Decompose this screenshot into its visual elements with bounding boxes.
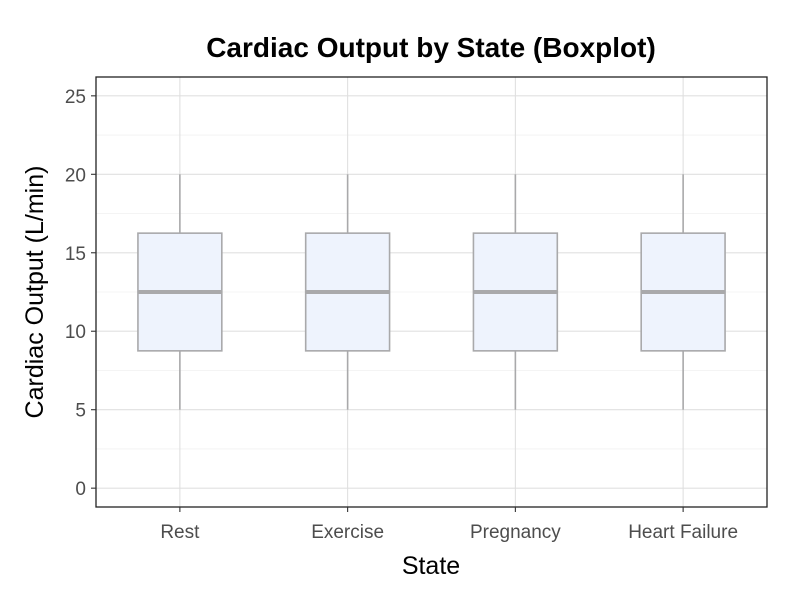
- box-heart-failure: [640, 174, 726, 410]
- x-axis-title: State: [402, 552, 460, 580]
- x-axis: Rest Exercise Pregnancy Heart Failure: [160, 507, 738, 543]
- y-axis-title: Cardiac Output (L/min): [21, 166, 49, 419]
- x-tick-label: Heart Failure: [628, 522, 738, 543]
- box-exercise: [304, 174, 391, 410]
- y-axis: 0 5 10 15 20 25: [65, 87, 96, 500]
- box-pregnancy: [472, 174, 559, 410]
- y-tick-label: 15: [65, 244, 86, 265]
- x-tick-label: Exercise: [311, 522, 384, 543]
- x-tick-label: Rest: [160, 522, 200, 543]
- y-tick-label: 25: [65, 87, 86, 108]
- y-tick-label: 10: [65, 322, 86, 343]
- box-series: [137, 174, 726, 410]
- chart-title: Cardiac Output by State (Boxplot): [206, 32, 656, 63]
- y-tick-label: 20: [65, 165, 86, 186]
- x-tick-label: Pregnancy: [470, 522, 561, 543]
- y-tick-label: 0: [75, 479, 86, 500]
- y-tick-label: 5: [75, 401, 86, 422]
- box-rest: [137, 174, 223, 410]
- panel-border: [95, 76, 768, 508]
